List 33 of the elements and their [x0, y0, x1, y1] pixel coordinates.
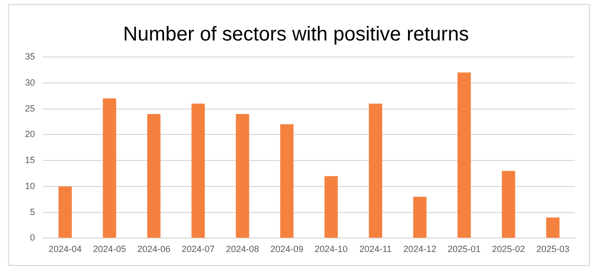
- y-tick-label: 0: [30, 232, 36, 243]
- bar: [546, 217, 560, 238]
- x-tick-label: 2025-02: [492, 244, 526, 254]
- x-tick-label: 2024-07: [182, 244, 215, 254]
- y-tick-label: 15: [24, 155, 36, 166]
- y-tick-label: 25: [24, 103, 36, 114]
- x-tick-label: 2025-03: [536, 244, 570, 254]
- bar: [102, 98, 116, 238]
- y-tick-label: 35: [24, 51, 36, 62]
- y-tick-label: 20: [24, 129, 36, 140]
- y-tick-label: 30: [24, 77, 36, 88]
- y-tick-label: 5: [30, 206, 36, 217]
- bar: [324, 176, 338, 238]
- x-tick-label: 2024-11: [359, 244, 392, 254]
- bar: [236, 114, 250, 238]
- chart-title: Number of sectors with positive returns: [123, 24, 469, 46]
- y-tick-label: 10: [24, 180, 36, 191]
- bar: [368, 104, 382, 238]
- bar: [458, 72, 471, 238]
- x-tick-label: 2024-06: [137, 244, 170, 254]
- x-tick-label: 2024-05: [92, 244, 126, 254]
- x-tick-label: 2024-09: [270, 244, 304, 254]
- x-tick-label: 2024-12: [403, 244, 436, 254]
- bar: [192, 104, 205, 238]
- bar: [280, 124, 294, 238]
- bar: [58, 186, 72, 238]
- bar: [502, 170, 516, 238]
- x-tick-label: 2024-04: [48, 244, 82, 254]
- bar: [413, 196, 426, 238]
- x-tick-label: 2024-08: [226, 244, 260, 254]
- x-tick-label: 2025-01: [448, 244, 481, 254]
- x-tick-label: 2024-10: [314, 244, 348, 254]
- bar: [147, 114, 160, 238]
